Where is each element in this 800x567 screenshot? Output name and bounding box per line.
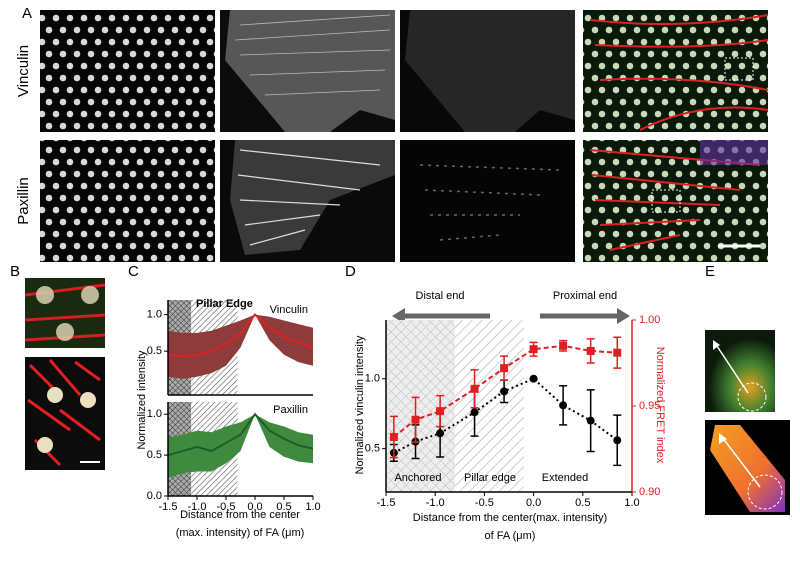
point: [470, 384, 479, 393]
pillar: [47, 387, 63, 403]
x-tick-label: -1.5: [377, 497, 396, 509]
legend-label: Vinculin: [270, 304, 308, 316]
x-tick-label: -1.0: [426, 497, 445, 509]
y2-tick-label: 0.90: [639, 486, 660, 498]
x-tick-label: -1.5: [159, 501, 178, 513]
point: [436, 429, 445, 438]
x-tick-label: 1.0: [305, 501, 320, 513]
point: [586, 416, 595, 425]
arrowhead: [713, 340, 720, 350]
annotation: Anchored: [394, 472, 441, 484]
x-axis-label: Distance from the center(max. intensity): [413, 512, 607, 524]
cell: [230, 140, 395, 255]
fibers: [589, 149, 761, 251]
shaded-region: [454, 320, 524, 492]
legend-label: Paxillin: [273, 404, 308, 416]
point: [389, 432, 398, 441]
roi: [737, 382, 767, 412]
annotation: Pillar Edge: [196, 298, 253, 310]
annotation: Distal end: [416, 290, 465, 302]
point: [559, 341, 568, 350]
arrow: [714, 342, 749, 394]
image: [40, 140, 215, 262]
pillar: [80, 392, 96, 408]
x-axis-label: (max. intensity) of FA (μm): [176, 527, 305, 539]
fibers: [589, 14, 769, 131]
point: [500, 364, 509, 373]
panel-label: D: [345, 263, 356, 280]
y-tick-label: 0.0: [147, 490, 162, 502]
annotation: Pillar edge: [464, 472, 516, 484]
row-label: Vinculin: [15, 45, 32, 97]
row-label: Paxillin: [15, 177, 32, 225]
x-tick-label: 0.5: [575, 497, 590, 509]
point: [500, 387, 509, 396]
x-tick-label: -1.0: [188, 501, 207, 513]
roi: [651, 189, 681, 213]
annotation: Proximal end: [553, 290, 617, 302]
arrowhead: [617, 308, 630, 324]
fibers: [234, 14, 391, 96]
image: [583, 10, 768, 132]
panel-label: A: [22, 5, 32, 22]
fibers: [237, 149, 381, 246]
point: [529, 374, 538, 383]
y2-axis-label: Normalized FRET index: [654, 347, 666, 464]
pillar: [81, 286, 99, 304]
x-axis-label: Distance from the center: [180, 509, 300, 521]
y-axis-label: Normalized vinculin intensity: [354, 335, 366, 474]
x-tick-label: 1.0: [624, 497, 639, 509]
image: [400, 140, 575, 262]
pillar: [56, 323, 74, 341]
y2-tick-label: 0.95: [639, 400, 660, 412]
y-axis-label: Normalized intensity: [136, 350, 148, 450]
overlay: [700, 140, 768, 165]
point: [529, 345, 538, 354]
cell: [405, 10, 575, 132]
point: [470, 408, 479, 417]
pillar: [37, 437, 53, 453]
fibers: [27, 359, 101, 467]
band: [168, 314, 313, 379]
y2-tick-label: 1.00: [639, 314, 660, 326]
point: [436, 407, 445, 416]
x-tick-label: 0.0: [526, 497, 541, 509]
y-tick-label: 1.0: [365, 373, 380, 385]
line: [167, 313, 314, 358]
arrow: [721, 436, 761, 488]
y-tick-label: 0.5: [147, 345, 162, 357]
arrowhead: [719, 433, 727, 444]
image: [40, 10, 215, 132]
line: [167, 412, 314, 457]
band: [168, 414, 313, 479]
panel-label: B: [10, 263, 20, 280]
pillar: [36, 286, 54, 304]
shaded-region: [386, 320, 455, 492]
roi: [724, 57, 754, 81]
panel-label: E: [705, 263, 715, 280]
y-tick-label: 1.0: [147, 408, 162, 420]
point: [586, 346, 595, 355]
micrographs-a: [40, 10, 769, 262]
panel-label: C: [128, 263, 139, 280]
x-tick-label: -0.5: [217, 501, 236, 513]
point: [411, 415, 420, 424]
point: [613, 436, 622, 445]
point: [613, 348, 622, 357]
point: [559, 401, 568, 410]
roi: [747, 474, 783, 510]
x-tick-label: 0.5: [276, 501, 291, 513]
x-axis-label: of FA (μm): [485, 530, 536, 542]
x-tick-label: -0.5: [475, 497, 494, 509]
y-tick-label: 1.0: [147, 309, 162, 321]
adhesions: [419, 164, 561, 241]
x-tick-label: 0.0: [247, 501, 262, 513]
annotation: Extended: [542, 472, 588, 484]
y-tick-label: 0.5: [365, 443, 380, 455]
y-tick-label: 0.5: [147, 449, 162, 461]
cell: [225, 10, 395, 132]
